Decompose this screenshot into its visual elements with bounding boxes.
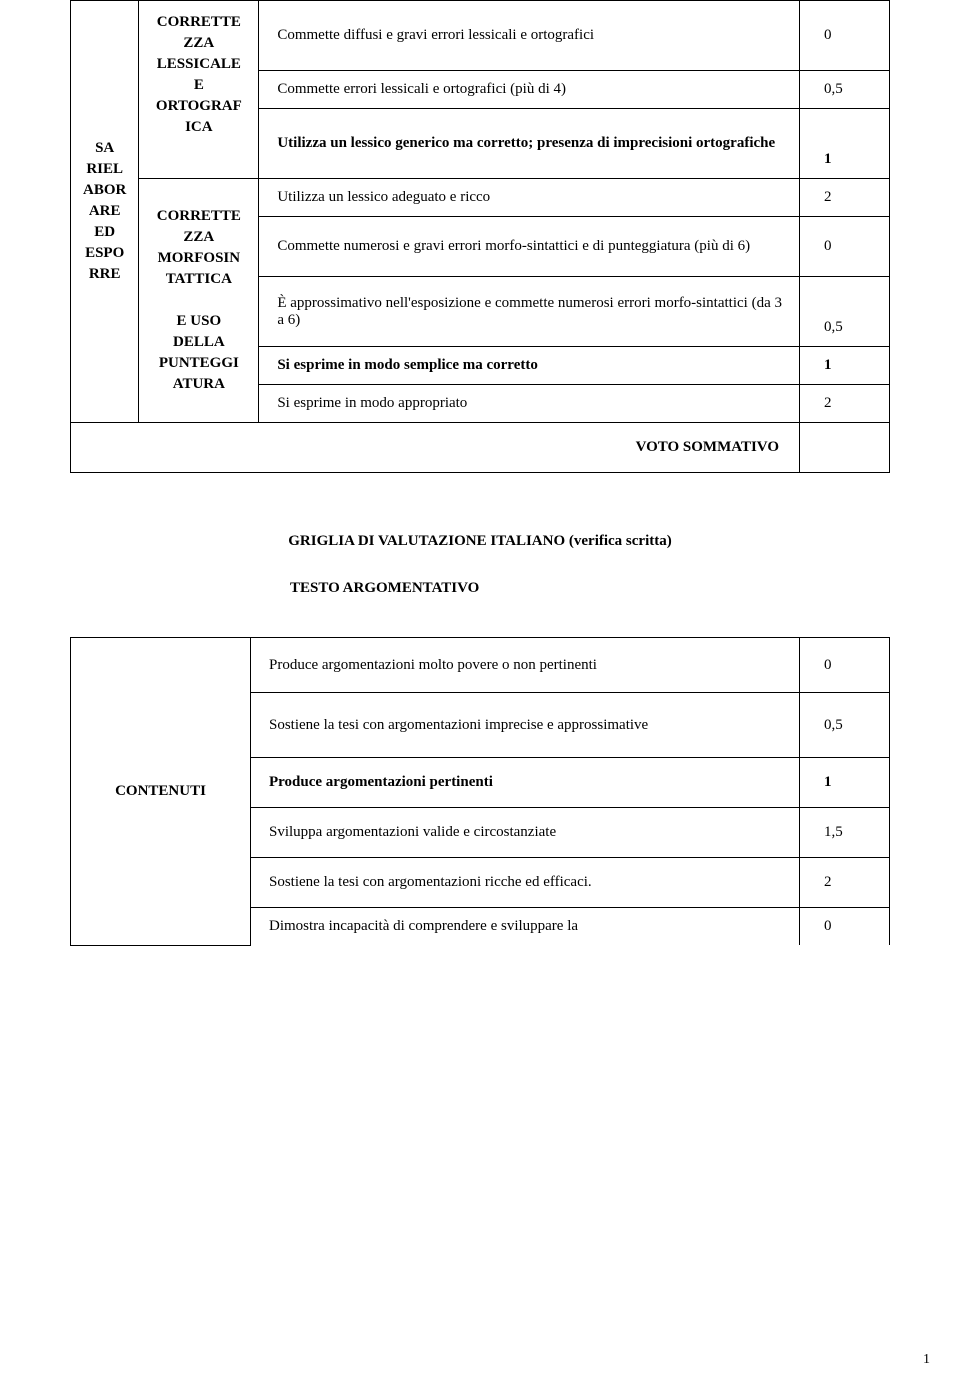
- descriptor: Produce argomentazioni pertinenti: [251, 758, 800, 808]
- voto-sommativo-value: [800, 423, 890, 473]
- descriptor: È approssimativo nell'esposizione e comm…: [259, 277, 800, 347]
- page-number: 1: [923, 1352, 930, 1368]
- score: 1: [800, 347, 890, 385]
- descriptor: Commette diffusi e gravi errori lessical…: [259, 1, 800, 71]
- competency-line-1: RIEL: [86, 161, 123, 177]
- descriptor: Si esprime in modo appropriato: [259, 385, 800, 423]
- competency-line-6: RRE: [89, 266, 121, 282]
- descriptor: Commette errori lessicali e ortografici …: [259, 71, 800, 109]
- rubric-table-2: CONTENUTI Produce argomentazioni molto p…: [70, 637, 890, 946]
- competency-line-0: SA: [95, 140, 114, 156]
- criterion-contents: CONTENUTI: [71, 638, 251, 946]
- page: SA RIEL ABOR ARE ED ESPO RRE CORRETTE ZZ…: [0, 0, 960, 1388]
- descriptor: Produce argomentazioni molto povere o no…: [251, 638, 800, 693]
- descriptor: Si esprime in modo semplice ma corretto: [259, 347, 800, 385]
- competency-line-3: ARE: [89, 203, 121, 219]
- descriptor: Sviluppa argomentazioni valide e circost…: [251, 808, 800, 858]
- descriptor: Sostiene la tesi con argomentazioni ricc…: [251, 858, 800, 908]
- score: 1: [800, 109, 890, 179]
- score: 0: [800, 217, 890, 277]
- score: 0,5: [800, 693, 890, 758]
- criterion-lexical: CORRETTE ZZA LESSICALE E ORTOGRAF ICA: [139, 1, 259, 179]
- descriptor: Utilizza un lessico generico ma corretto…: [259, 109, 800, 179]
- descriptor: Commette numerosi e gravi errori morfo-s…: [259, 217, 800, 277]
- score: 1,5: [800, 808, 890, 858]
- score: 0: [800, 1, 890, 71]
- rubric-table-1: SA RIEL ABOR ARE ED ESPO RRE CORRETTE ZZ…: [70, 0, 890, 473]
- score: 2: [800, 858, 890, 908]
- criterion-morpho: CORRETTE ZZA MORFOSIN TATTICA E USO DELL…: [139, 179, 259, 423]
- score: 0,5: [800, 71, 890, 109]
- competency-line-5: ESPO: [85, 245, 124, 261]
- competency-line-2: ABOR: [83, 182, 126, 198]
- score: 2: [800, 385, 890, 423]
- competency-line-4: ED: [94, 224, 115, 240]
- grid-subtitle: TESTO ARGOMENTATIVO: [70, 580, 890, 597]
- descriptor: Dimostra incapacità di comprendere e svi…: [251, 908, 800, 946]
- grid-title: GRIGLIA DI VALUTAZIONE ITALIANO (verific…: [70, 533, 890, 550]
- descriptor: Sostiene la tesi con argomentazioni impr…: [251, 693, 800, 758]
- score: 1: [800, 758, 890, 808]
- score: 2: [800, 179, 890, 217]
- score: 0: [800, 638, 890, 693]
- score: 0: [800, 908, 890, 946]
- score: 0,5: [800, 277, 890, 347]
- descriptor: Utilizza un lessico adeguato e ricco: [259, 179, 800, 217]
- voto-sommativo-label: VOTO SOMMATIVO: [71, 423, 800, 473]
- competency-label: SA RIEL ABOR ARE ED ESPO RRE: [71, 1, 139, 423]
